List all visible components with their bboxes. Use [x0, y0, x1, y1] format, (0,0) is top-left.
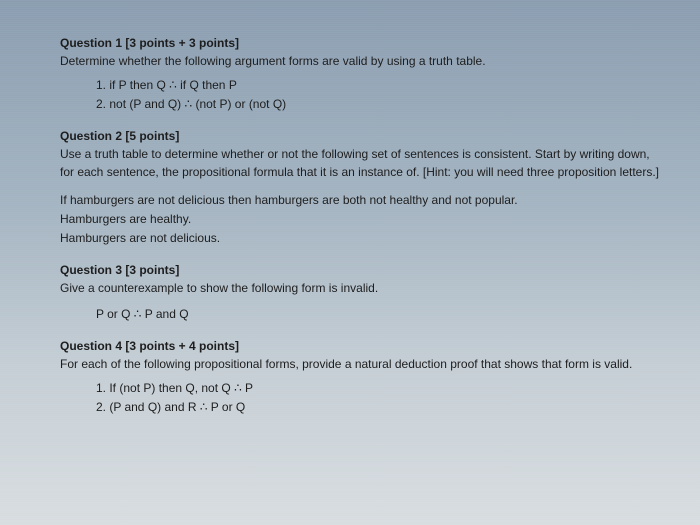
- q1-title: Question 1 [3 points + 3 points]: [60, 34, 660, 52]
- q4-item-1: 1. If (not P) then Q, not Q ∴ P: [96, 379, 660, 397]
- q2-title: Question 2 [5 points]: [60, 127, 660, 145]
- q2-sentence-3: Hamburgers are not delicious.: [60, 229, 660, 247]
- q1-item-2: 2. not (P and Q) ∴ (not P) or (not Q): [96, 95, 660, 113]
- q4-item-2: 2. (P and Q) and R ∴ P or Q: [96, 398, 660, 416]
- q3-formula: P or Q ∴ P and Q: [60, 305, 660, 323]
- q2-sentences: If hamburgers are not delicious then ham…: [60, 191, 660, 247]
- q4-title: Question 4 [3 points + 4 points]: [60, 337, 660, 355]
- q3-body: Give a counterexample to show the follow…: [60, 279, 660, 297]
- q4-body: For each of the following propositional …: [60, 355, 660, 373]
- q4-items: 1. If (not P) then Q, not Q ∴ P 2. (P an…: [60, 379, 660, 416]
- q2-sentence-2: Hamburgers are healthy.: [60, 210, 660, 228]
- q1-body: Determine whether the following argument…: [60, 52, 660, 70]
- q1-item-1: 1. if P then Q ∴ if Q then P: [96, 76, 660, 94]
- q2-body: Use a truth table to determine whether o…: [60, 145, 660, 181]
- q1-items: 1. if P then Q ∴ if Q then P 2. not (P a…: [60, 76, 660, 113]
- q2-sentence-1: If hamburgers are not delicious then ham…: [60, 191, 660, 209]
- q3-title: Question 3 [3 points]: [60, 261, 660, 279]
